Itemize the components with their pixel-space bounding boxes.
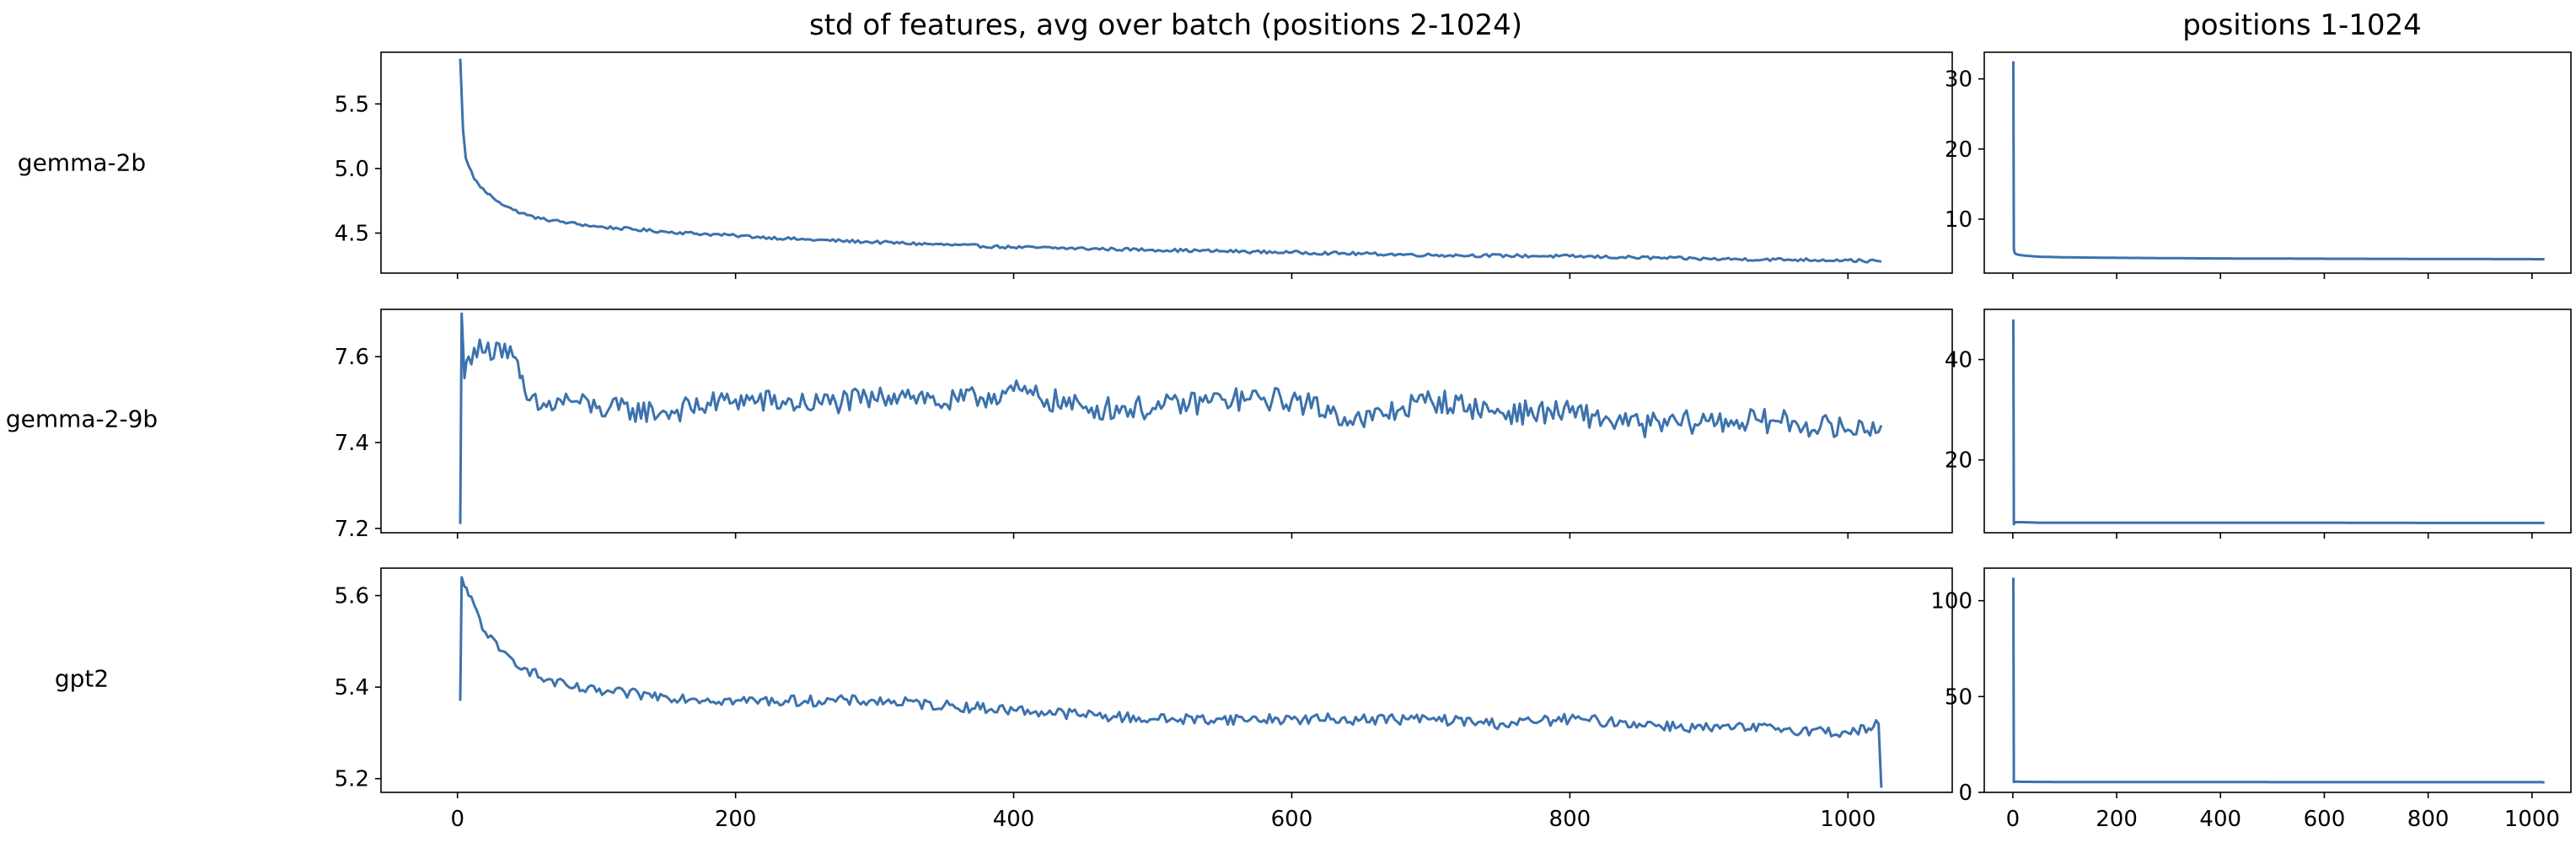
x-tick-label: 200 (2096, 807, 2138, 832)
axes-frame (1983, 51, 2572, 274)
y-tick-label: 5.0 (335, 157, 369, 182)
row-label-gpt2: gpt2 (54, 664, 110, 693)
y-tick-label: 4.5 (335, 222, 369, 247)
x-tick-label: 800 (2407, 807, 2450, 832)
series-line (459, 58, 1882, 264)
x-tick-label: 0 (2006, 807, 2021, 832)
series-line (459, 576, 1883, 788)
x-tick-label: 200 (715, 807, 757, 832)
side-panel-title: positions 1-1024 (2182, 8, 2422, 42)
main-panel-title: std of features, avg over batch (positio… (808, 8, 1523, 42)
axes-frame (380, 51, 1953, 274)
x-tick-label: 800 (1549, 807, 1591, 832)
y-tick-label: 20 (1945, 137, 1972, 163)
y-tick-label: 5.5 (335, 92, 369, 117)
panel-2: 0 200 400 600 800 1000 5.2 5.4 5.6 (335, 567, 1953, 832)
x-tick-label: 1000 (1820, 807, 1876, 832)
y-tick-label: 0 (1958, 781, 1972, 806)
x-tick-label: 1000 (2504, 807, 2560, 832)
panel-3: 10 20 30 (1945, 51, 2572, 279)
row-label-gemma-2-9b: gemma-2-9b (5, 405, 158, 433)
axes-frame (380, 309, 1953, 534)
row-label-gemma-2b: gemma-2b (17, 148, 147, 177)
y-tick-label: 20 (1945, 448, 1972, 474)
axes-frame (1983, 309, 2572, 534)
x-tick-label: 400 (2199, 807, 2241, 832)
y-tick-label: 50 (1945, 684, 1972, 710)
y-tick-label: 7.2 (335, 517, 369, 542)
y-tick-label: 7.6 (335, 345, 369, 370)
y-tick-label: 5.4 (335, 675, 369, 700)
y-tick-label: 5.2 (335, 767, 369, 792)
x-tick-label: 400 (993, 807, 1035, 832)
y-tick-label: 10 (1945, 207, 1972, 233)
series-line (459, 312, 1883, 524)
axes-frame (380, 567, 1953, 793)
y-tick-label: 5.6 (335, 584, 369, 609)
panel-5: 0 200 400 600 800 1000 0 50 100 (1930, 567, 2572, 832)
y-tick-label: 7.4 (335, 431, 369, 456)
panel-1: 7.2 7.4 7.6 (335, 309, 1953, 542)
y-tick-label: 30 (1945, 67, 1972, 93)
panel-0: 4.5 5.0 5.5 (335, 51, 1953, 279)
series-line (2012, 319, 2545, 526)
y-tick-label: 100 (1930, 589, 1972, 615)
x-tick-label: 0 (450, 807, 464, 832)
x-tick-label: 600 (1271, 807, 1313, 832)
series-line (2012, 577, 2545, 784)
y-tick-label: 40 (1945, 348, 1972, 373)
x-tick-label: 600 (2304, 807, 2346, 832)
axes-frame (1983, 567, 2572, 793)
series-line (2012, 61, 2545, 260)
